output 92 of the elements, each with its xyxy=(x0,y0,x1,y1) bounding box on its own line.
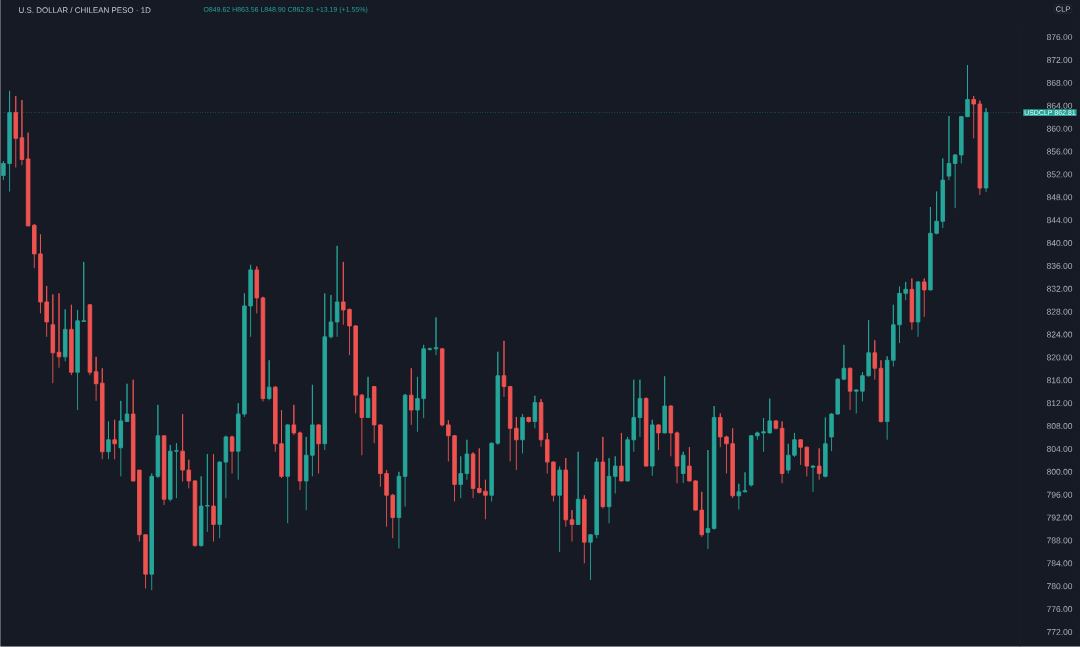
candlestick xyxy=(711,405,717,530)
candlestick xyxy=(637,379,643,438)
candlestick xyxy=(619,432,624,482)
candlestick xyxy=(563,457,569,528)
y-tick-label: 848.00 xyxy=(1046,194,1073,201)
y-tick-label: 864.00 xyxy=(1046,102,1073,109)
y-tick-label: 792.00 xyxy=(1047,514,1073,521)
candlestick xyxy=(526,416,531,424)
candlestick xyxy=(606,457,612,524)
candlestick xyxy=(69,304,74,376)
candlestick xyxy=(872,339,878,381)
candlestick xyxy=(569,509,575,542)
y-tick-label: 808.00 xyxy=(1046,423,1073,429)
y-tick-label: 828.00 xyxy=(1046,308,1073,315)
y-tick-label: 804.00 xyxy=(1046,445,1073,452)
candlestick xyxy=(532,395,538,429)
candlestick xyxy=(56,292,62,369)
y-tick-label: 868.00 xyxy=(1046,79,1073,86)
candlestick xyxy=(909,277,915,331)
y-tick-label: 776.00 xyxy=(1047,606,1073,613)
y-tick-label: 816.00 xyxy=(1046,377,1073,384)
candlestick xyxy=(816,447,822,481)
candlestick xyxy=(62,308,68,362)
y-tick-label: 784.00 xyxy=(1047,560,1073,567)
candlestick xyxy=(650,419,655,477)
candlestick xyxy=(823,416,828,478)
candlestick xyxy=(779,420,785,484)
candlestick xyxy=(322,292,328,451)
candlestick xyxy=(705,449,711,550)
candlestick xyxy=(291,404,297,436)
candlestick xyxy=(557,466,562,553)
candlestick xyxy=(922,277,927,318)
candlestick xyxy=(118,400,124,477)
candlestick xyxy=(810,465,816,493)
candlestick xyxy=(87,303,93,376)
candlestick xyxy=(915,280,921,338)
candlestick xyxy=(229,435,235,474)
y-tick-label: 796.00 xyxy=(1047,491,1073,498)
y-tick-label: 836.00 xyxy=(1046,262,1073,269)
candlestick xyxy=(674,431,680,484)
candlestick xyxy=(192,479,198,548)
y-tick-label: 852.00 xyxy=(1046,171,1073,178)
candlestick xyxy=(736,483,742,510)
candlestick xyxy=(365,376,371,419)
y-tick-label: 832.00 xyxy=(1046,285,1073,292)
candlestick xyxy=(668,404,674,457)
candlestick xyxy=(334,245,340,338)
candlestick xyxy=(254,265,260,314)
candlestick xyxy=(662,375,667,434)
candlestick xyxy=(106,420,111,460)
candlestick xyxy=(946,115,952,181)
candlestick xyxy=(396,471,402,549)
candlestick xyxy=(582,494,587,564)
candlestick xyxy=(328,294,334,339)
y-tick-label: 872.00 xyxy=(1046,56,1073,63)
y-tick-label: 780.00 xyxy=(1047,583,1073,590)
y-tick-label: 800.00 xyxy=(1046,468,1073,475)
candlestick xyxy=(409,367,414,426)
candlestick xyxy=(260,296,266,402)
candlestick xyxy=(402,393,408,508)
y-tick-label: 788.00 xyxy=(1047,537,1073,544)
candlestick xyxy=(124,383,130,422)
candlestick xyxy=(433,316,439,356)
candlestick xyxy=(680,451,686,484)
candlestick xyxy=(266,359,272,401)
candlestick xyxy=(878,359,884,424)
y-tick-label: 860.00 xyxy=(1046,125,1073,132)
y-tick-label: 820.00 xyxy=(1046,354,1073,361)
candlestick xyxy=(50,294,56,384)
candlestick xyxy=(211,453,216,542)
candlestick xyxy=(520,413,525,454)
candlestick xyxy=(297,431,303,491)
candlestick xyxy=(161,435,167,506)
y-tick-label: 772.00 xyxy=(1047,628,1073,635)
candlestick xyxy=(612,455,618,494)
candlestick xyxy=(285,423,290,524)
candlestick xyxy=(112,419,117,460)
y-tick-label: 876.00 xyxy=(1046,34,1073,41)
candlestick xyxy=(575,451,581,526)
candlestick xyxy=(656,423,661,451)
candlestick xyxy=(600,436,606,509)
candlestick xyxy=(316,423,321,474)
candlestick xyxy=(501,340,507,398)
y-tick-label: 844.00 xyxy=(1046,217,1073,224)
y-tick-label: 856.00 xyxy=(1046,148,1073,155)
y-tick-label: 824.00 xyxy=(1046,331,1073,338)
candlestick xyxy=(773,419,779,430)
y-tick-label: 812.00 xyxy=(1046,400,1073,407)
candlestick xyxy=(643,396,649,468)
candlestick xyxy=(847,367,853,411)
y-tick-label: 840.00 xyxy=(1046,239,1073,246)
candlestick xyxy=(742,471,748,493)
